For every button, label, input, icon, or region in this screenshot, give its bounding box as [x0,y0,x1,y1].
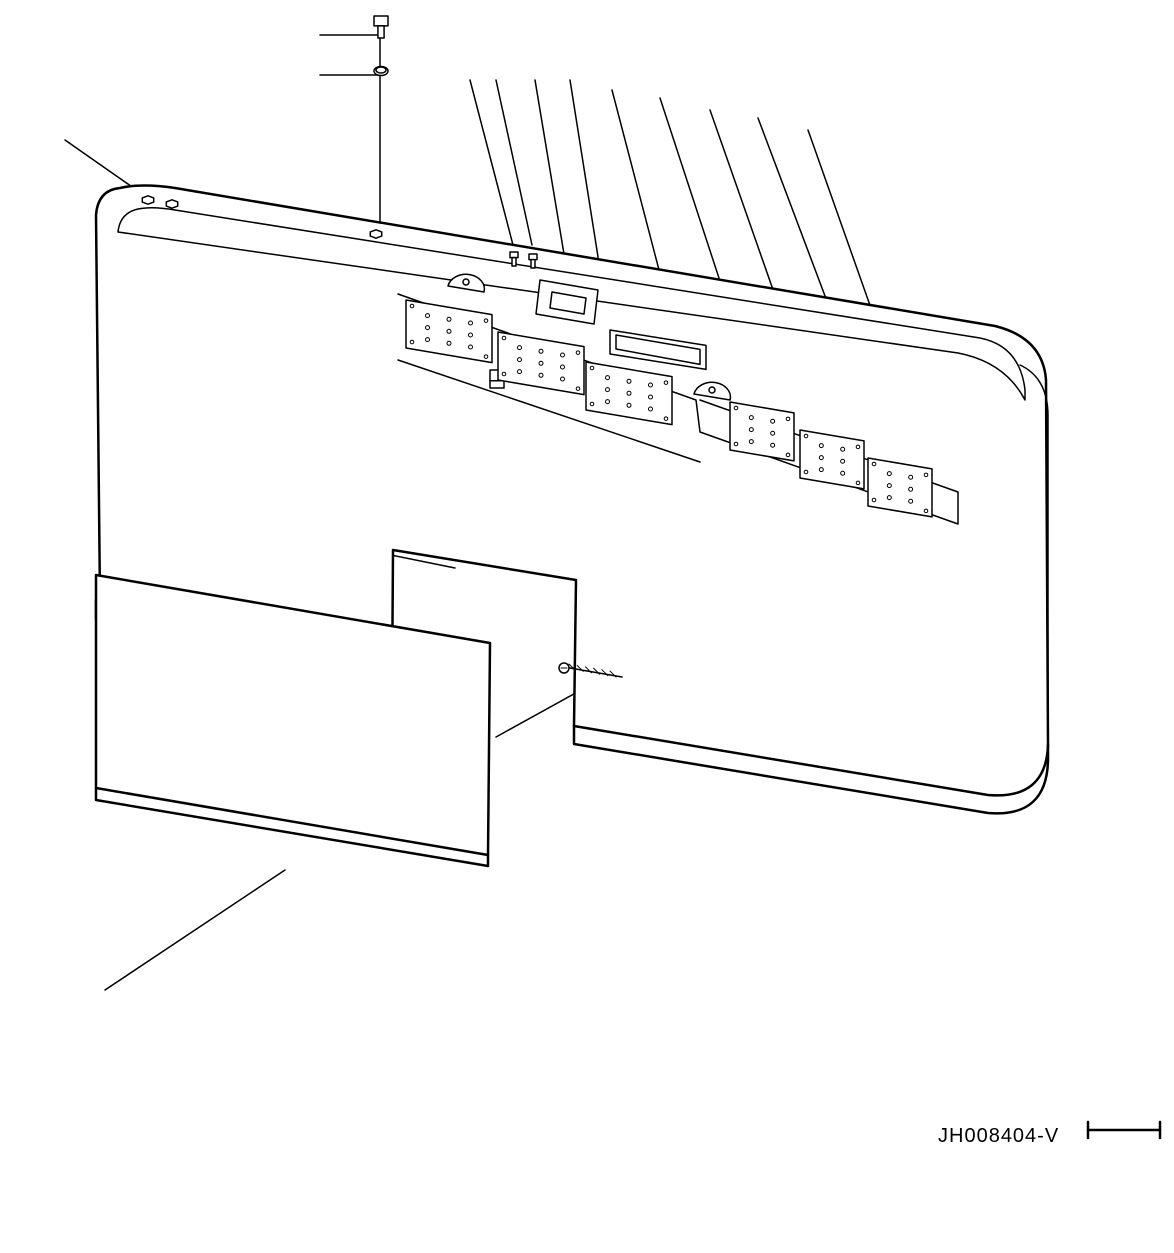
diagram-id-label: JH008404-V [938,1125,1059,1148]
diagram-svg [0,0,1174,1253]
diagram-page: JH008404-V [0,0,1174,1253]
